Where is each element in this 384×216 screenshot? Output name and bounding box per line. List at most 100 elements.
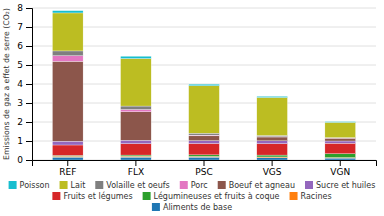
y-tick-mark	[26, 122, 32, 123]
legend-label: Sucre et huiles	[316, 181, 375, 190]
legend-label: Volaille et oeufs	[106, 181, 169, 190]
bar-segment	[257, 144, 288, 155]
series	[52, 140, 355, 145]
x-tick-label: PSC	[195, 167, 212, 177]
x-tick: PSC	[195, 160, 212, 177]
y-tick-mark	[26, 141, 32, 142]
y-tick: 3	[17, 98, 32, 108]
legend-swatch	[143, 192, 151, 200]
bar-segment	[189, 86, 220, 133]
x-tick-label: VGN	[330, 167, 350, 177]
bar-segment	[189, 141, 220, 144]
bar-segment	[189, 157, 220, 160]
x-tick: REF	[59, 160, 76, 177]
y-tick-mark	[26, 27, 32, 28]
bar-segment	[257, 141, 288, 144]
legend-item: Racines	[290, 192, 332, 201]
bars	[52, 11, 355, 160]
bar-segment	[257, 155, 288, 157]
bar-segment	[325, 141, 356, 143]
x-tick: VGN	[330, 160, 350, 177]
bar-segment	[325, 143, 356, 153]
series	[52, 13, 355, 138]
bar-segment	[121, 140, 152, 143]
legend-swatch	[180, 181, 188, 189]
x-tick-label: VGS	[263, 167, 282, 177]
y-tick: 7	[17, 22, 32, 32]
y-tick: 0	[17, 155, 32, 165]
y-tick-label: 0	[17, 155, 23, 165]
legend-item: Sucre et huiles	[305, 181, 375, 190]
legend-item: Poisson	[9, 181, 50, 190]
y-axis: 012345678	[17, 3, 32, 165]
y-tick-label: 4	[17, 79, 23, 89]
legend-label: Racines	[301, 192, 332, 201]
y-tick: 8	[17, 3, 32, 13]
bar-segment	[52, 61, 83, 141]
series	[52, 51, 355, 138]
y-tick-label: 8	[17, 3, 23, 13]
y-tick-label: 1	[17, 136, 23, 146]
series	[52, 61, 355, 141]
y-axis-title: Emissions de gaz a effet de serre (CO₂)	[2, 8, 11, 160]
bar-segment	[257, 136, 288, 137]
y-tick-label: 2	[17, 117, 23, 127]
bar-segment	[325, 121, 356, 123]
bar-segment	[52, 141, 83, 145]
legend-item: Légumineuses et fruits à coque	[143, 191, 280, 201]
legend-item: Volaille et oeufs	[95, 181, 169, 190]
y-tick-mark	[26, 65, 32, 66]
bar-segment	[189, 133, 220, 135]
bar-segment	[189, 143, 220, 154]
bar-segment	[257, 96, 288, 97]
legend-swatch	[95, 181, 103, 189]
legend-label: Légumineuses et fruits à coque	[154, 191, 280, 201]
x-tick-mark	[67, 160, 68, 166]
x-tick-mark	[204, 160, 205, 166]
grid-line	[32, 65, 376, 66]
y-axis-line	[26, 9, 33, 161]
bar-segment	[121, 56, 152, 58]
y-tick-mark	[26, 84, 32, 85]
bar-segment	[121, 155, 152, 156]
bar-segment	[52, 157, 83, 160]
y-tick: 2	[17, 117, 32, 127]
bar-segment	[189, 84, 220, 86]
bar-segment	[257, 97, 288, 135]
y-tick-label: 6	[17, 41, 23, 51]
bar-segment	[121, 156, 152, 158]
y-tick-mark	[26, 103, 32, 104]
bar-segment	[52, 56, 83, 62]
x-tick-mark	[135, 160, 136, 166]
series	[52, 157, 355, 160]
legend-item: Porc	[180, 181, 208, 190]
legend-label: Porc	[191, 181, 208, 190]
legend-label: Poisson	[20, 181, 50, 190]
legend-item: Fruits et légumes	[52, 191, 132, 201]
x-axis: REF FLX PSC VGS VGN	[33, 160, 377, 177]
y-tick: 6	[17, 41, 32, 51]
legend-swatch	[52, 192, 60, 200]
series	[52, 56, 355, 138]
y-tick-label: 3	[17, 98, 23, 108]
bar-segment	[121, 106, 152, 109]
x-tick-label: REF	[59, 167, 76, 177]
legend-swatch	[218, 181, 226, 189]
bar-segment	[325, 158, 356, 160]
y-tick-label: 7	[17, 22, 23, 32]
legend-swatch	[9, 181, 17, 189]
legend: PoissonLaitVolaille et oeufsPorcBoeuf et…	[9, 181, 376, 212]
grid-line	[32, 27, 376, 28]
bar-segment	[121, 59, 152, 107]
x-tick: FLX	[128, 160, 144, 177]
bar-segment	[52, 145, 83, 155]
bar-segment	[189, 136, 220, 141]
bar-segment	[52, 156, 83, 158]
grid-line	[32, 46, 376, 47]
bar-segment	[121, 112, 152, 140]
x-tick-mark	[340, 160, 341, 166]
grid-line	[32, 8, 376, 9]
series	[52, 143, 355, 155]
bar-segment	[52, 11, 83, 13]
bar-segment	[189, 155, 220, 157]
